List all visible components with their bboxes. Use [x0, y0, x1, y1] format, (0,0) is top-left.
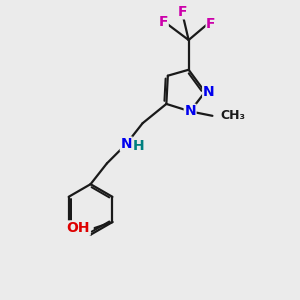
Text: N: N [120, 137, 132, 151]
Text: F: F [206, 17, 216, 31]
Text: N: N [203, 85, 214, 99]
Text: H: H [132, 139, 144, 152]
Text: OH: OH [67, 221, 90, 235]
Text: F: F [178, 5, 188, 19]
Text: F: F [159, 15, 168, 29]
Text: N: N [184, 104, 196, 118]
Text: CH₃: CH₃ [221, 109, 246, 122]
